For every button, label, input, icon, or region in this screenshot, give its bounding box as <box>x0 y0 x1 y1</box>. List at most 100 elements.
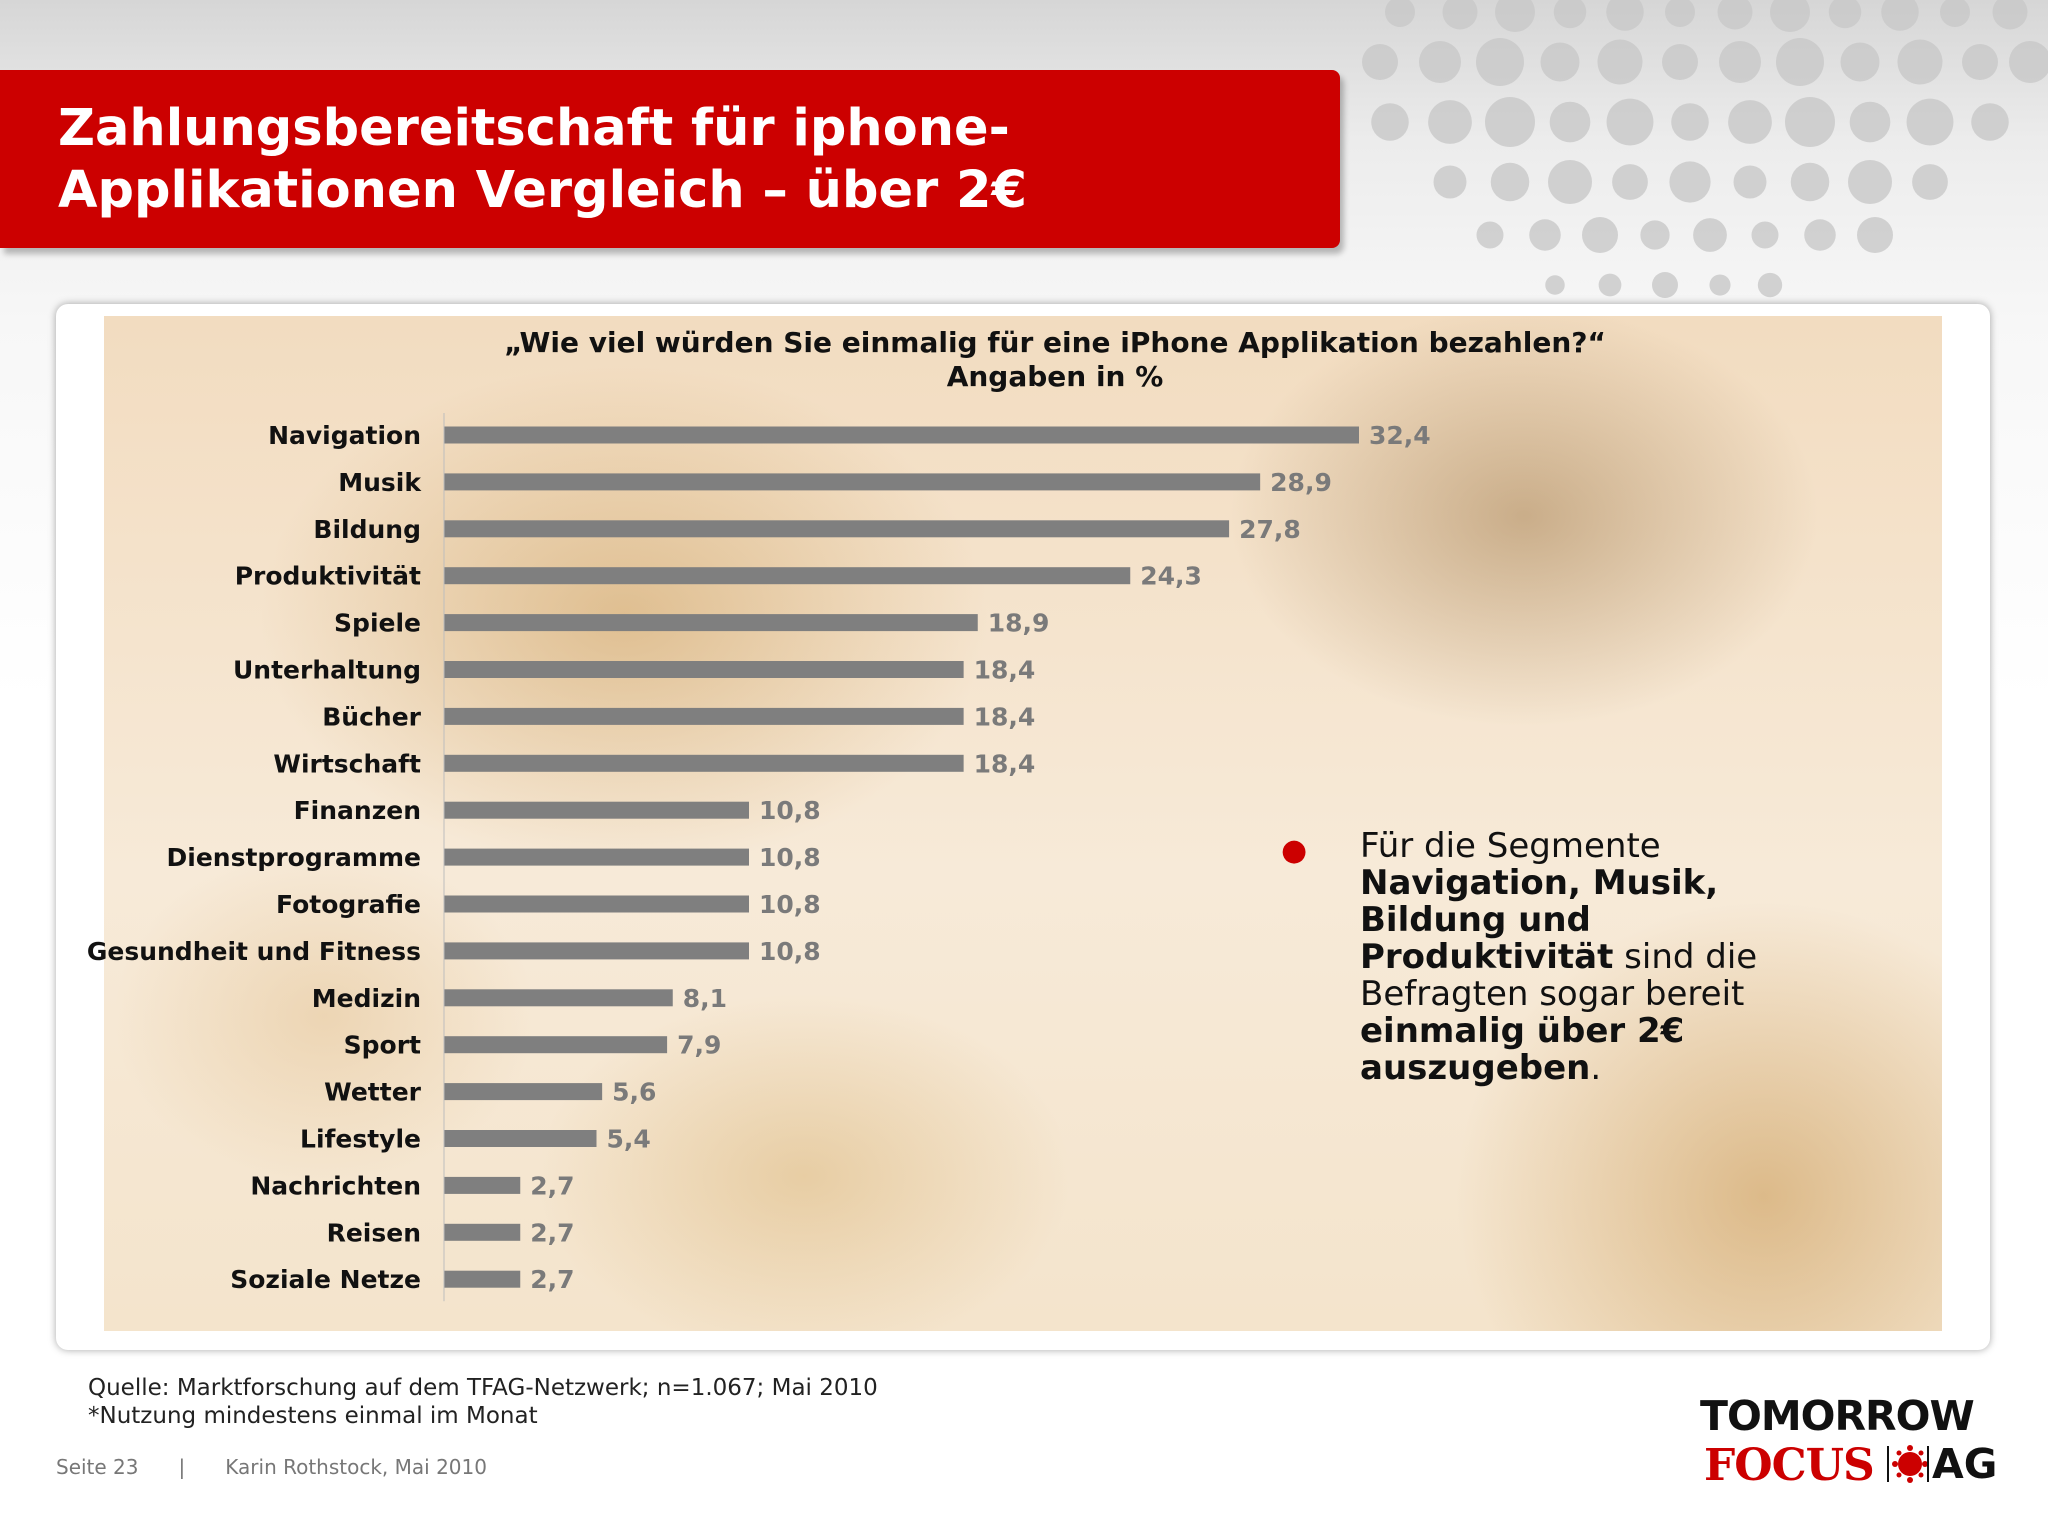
summary-note: Für die Segmente Navigation, Musik, Bild… <box>1360 828 1820 1087</box>
decorative-dot <box>1385 0 1415 27</box>
note-text-3: . <box>1590 1048 1602 1088</box>
decorative-dot <box>1597 39 1643 85</box>
value-label: 18,4 <box>974 749 1036 778</box>
value-label: 18,4 <box>974 702 1036 731</box>
decorative-dot <box>1757 272 1783 298</box>
value-label: 18,9 <box>988 609 1050 638</box>
decorative-dot <box>1490 162 1530 202</box>
bar <box>444 1083 603 1101</box>
category-label: Bildung <box>313 515 421 544</box>
decorative-dot <box>1971 103 2009 141</box>
slide-title: Zahlungsbereitschaft für iphone- Applika… <box>58 98 1318 222</box>
decorative-dot <box>1598 273 1622 297</box>
logo-tomorrow: TOMORROW <box>1700 1392 1975 1440</box>
chart-question: „Wie viel würden Sie einmalig für eine i… <box>504 326 1606 359</box>
bar <box>444 661 964 678</box>
category-label: Lifestyle <box>300 1125 421 1154</box>
decorative-dot <box>1857 217 1893 253</box>
category-label: Gesundheit und Fitness <box>87 937 421 966</box>
decorative-dot <box>1693 218 1727 252</box>
bar <box>444 1176 521 1194</box>
decorative-dot <box>1709 274 1731 296</box>
bar <box>444 426 1359 444</box>
value-label: 8,1 <box>683 984 727 1013</box>
category-label: Wetter <box>324 1078 421 1107</box>
decorative-dot <box>1671 103 1709 141</box>
bar <box>444 614 978 632</box>
category-label: Unterhaltung <box>233 656 421 685</box>
category-label: Sport <box>344 1031 421 1060</box>
source-line-2: *Nutzung mindestens einmal im Monat <box>88 1403 538 1429</box>
decorative-dot <box>1719 41 1761 83</box>
decorative-dot <box>1476 221 1504 249</box>
footer-separator: | <box>178 1455 186 1479</box>
decorative-dot <box>1962 44 1998 80</box>
bar <box>444 801 749 819</box>
category-label: Produktivität <box>235 562 421 591</box>
value-label: 28,9 <box>1270 468 1332 497</box>
category-label: Dienstprogramme <box>167 843 421 872</box>
value-label: 5,4 <box>607 1125 651 1154</box>
value-label: 2,7 <box>530 1171 574 1200</box>
decorative-dot <box>1848 160 1892 204</box>
decorative-dot <box>1669 161 1711 203</box>
note-text-1: Für die Segmente <box>1360 826 1661 866</box>
decorative-dot <box>1728 100 1772 144</box>
company-logo: TOMORROW FOCUS AG <box>1700 1392 2000 1492</box>
decorative-dot <box>1545 275 1565 295</box>
decorative-dot <box>1840 42 1880 82</box>
category-label: Soziale Netze <box>230 1265 421 1294</box>
note-text-2: sind die Befragten sogar bereit <box>1360 937 1758 1014</box>
decorative-dot <box>1476 38 1524 86</box>
value-label: 32,4 <box>1369 421 1431 450</box>
decorative-dot <box>1912 164 1948 200</box>
decorative-dot <box>1553 0 1587 29</box>
decorative-dot <box>1790 162 1830 202</box>
value-label: 27,8 <box>1239 515 1301 544</box>
decorative-dot <box>1897 39 1943 85</box>
decorative-dot <box>1362 44 1398 80</box>
value-label: 18,4 <box>974 656 1036 685</box>
category-label: Nachrichten <box>250 1171 421 1200</box>
category-label: Navigation <box>268 421 421 450</box>
category-label: Fotografie <box>276 890 421 919</box>
category-label: Musik <box>338 468 422 497</box>
logo-ag: AG <box>1932 1440 1998 1488</box>
bar <box>444 1270 521 1288</box>
bar <box>444 520 1230 538</box>
chart-title: „Wie viel würden Sie einmalig für eine i… <box>340 326 1770 394</box>
decorative-dot <box>1582 217 1618 253</box>
decorative-dot <box>1442 0 1478 30</box>
decorative-dot <box>1371 103 1409 141</box>
decorative-dot <box>1770 0 1810 32</box>
decorative-dot <box>1733 165 1767 199</box>
category-label: Reisen <box>327 1218 421 1247</box>
bar <box>444 1223 521 1241</box>
category-label: Finanzen <box>294 796 421 825</box>
page-number: Seite 23 <box>56 1455 139 1479</box>
decorative-dot <box>1717 0 1753 30</box>
decorative-dot <box>1606 98 1654 146</box>
decorative-dot <box>1751 221 1779 249</box>
decorative-dot <box>1495 0 1535 32</box>
decorative-dot <box>1828 0 1862 29</box>
decorative-dot <box>1540 42 1580 82</box>
bar <box>444 567 1131 585</box>
category-label: Medizin <box>312 984 421 1013</box>
bar <box>444 895 749 913</box>
decorative-dot <box>1529 219 1561 251</box>
value-label: 2,7 <box>530 1265 574 1294</box>
decorative-dot <box>1433 165 1467 199</box>
decorative-dot <box>2009 41 2048 83</box>
value-label: 7,9 <box>677 1031 721 1060</box>
decorative-dot <box>1549 101 1591 143</box>
decorative-dot <box>1419 41 1461 83</box>
decorative-dot <box>1665 0 1695 27</box>
value-label: 10,8 <box>759 796 821 825</box>
logo-focus: FOCUS <box>1704 1440 1875 1491</box>
value-label: 10,8 <box>759 843 821 872</box>
title-banner <box>0 70 1340 248</box>
decorative-dot <box>1804 219 1836 251</box>
value-label: 10,8 <box>759 937 821 966</box>
